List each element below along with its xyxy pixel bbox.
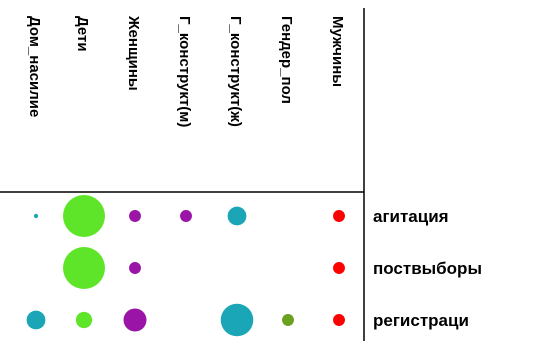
column-label: Г_конструкт(ж): [227, 16, 244, 127]
row-label: агитация: [373, 207, 449, 226]
bubble: [220, 303, 254, 337]
bubble: [333, 210, 345, 222]
bubble: [123, 308, 147, 332]
bubble: [333, 314, 345, 326]
bubble: [129, 210, 141, 222]
bubbles: [26, 195, 345, 337]
column-label: Гендер_пол: [278, 16, 295, 104]
bubble: [180, 210, 192, 222]
bubble: [33, 213, 39, 219]
column-label: Женщины: [125, 15, 142, 91]
row-label: регистраци: [373, 311, 469, 330]
column-label: Дети: [74, 16, 91, 52]
bubble: [75, 311, 93, 329]
column-label: Мужчины: [329, 16, 346, 87]
column-label: Дом_насилие: [26, 16, 43, 117]
bubble: [333, 262, 345, 274]
row-label: поствыборы: [373, 259, 482, 278]
column-labels: Дом_насилие Дети Женщины Г_конструкт(м) Г_ко…: [26, 15, 346, 127]
bubble: [282, 314, 294, 326]
column-label: Г_конструкт(м): [176, 16, 193, 127]
bubble: [129, 262, 141, 274]
row-labels: агитация поствыборы регистраци: [373, 207, 482, 330]
bubble: [227, 206, 247, 226]
bubble: [26, 310, 46, 330]
bubble: [63, 195, 105, 237]
bubble: [63, 247, 105, 289]
